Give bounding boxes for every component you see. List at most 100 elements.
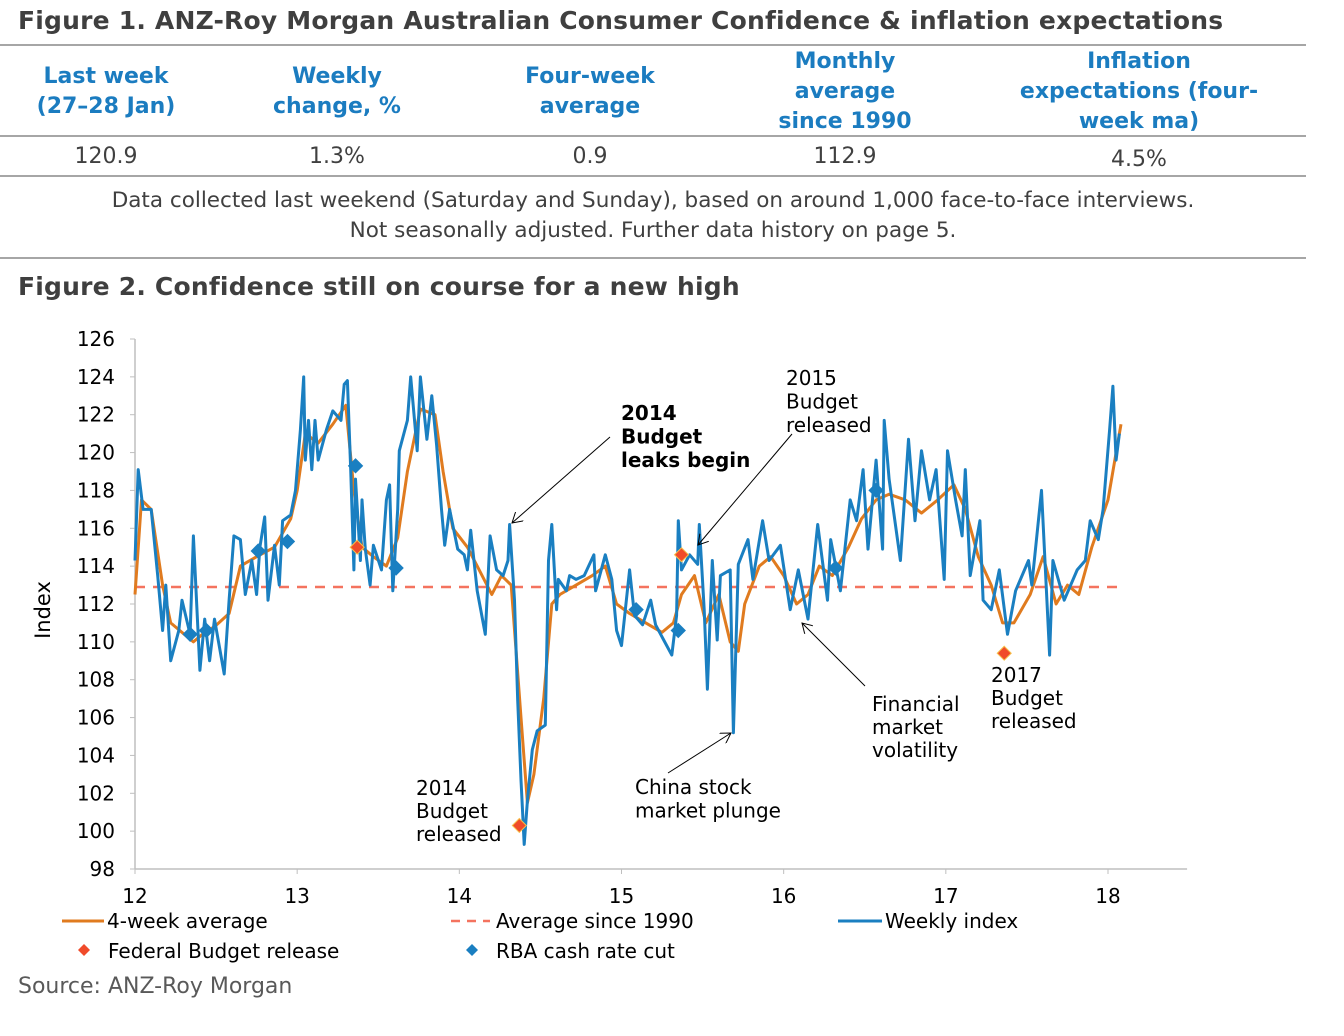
legend-label: Weekly index: [885, 909, 1018, 933]
header-line: Four-week: [525, 64, 655, 89]
annotation-financial-volatility: Financial market volatility: [872, 692, 960, 762]
y-tick-label: 116: [77, 516, 115, 540]
annotation-line: released: [991, 709, 1077, 733]
note-line: Data collected last weekend (Saturday an…: [111, 188, 1195, 213]
header-four-week-average: Four-week average: [480, 48, 700, 136]
figure2-title: Figure 2. Confidence still on course for…: [18, 272, 740, 301]
value-weekly-change: 1.3%: [309, 143, 365, 169]
header-line: change, %: [273, 94, 401, 119]
legend-item-federal-budget: Federal Budget release: [78, 939, 339, 963]
rba-cut-marker: [827, 560, 844, 576]
legend-label: Federal Budget release: [108, 939, 339, 963]
annotation-line: volatility: [872, 738, 958, 762]
x-tick-label: 12: [122, 884, 147, 908]
y-tick-label: 124: [77, 365, 115, 389]
annotation-line: Budget: [621, 425, 703, 449]
annotation-line: Budget: [786, 390, 858, 414]
value-monthly-average: 112.9: [813, 143, 877, 169]
annotation-line: market: [872, 715, 943, 739]
annotation-2014-leaks: 2014 Budget leaks begin: [621, 401, 750, 472]
data-note: Data collected last weekend (Saturday an…: [0, 186, 1306, 246]
rba-cut-marker: [868, 482, 884, 499]
y-axis-label: Index: [31, 581, 55, 639]
arrow-china-stock: [667, 733, 731, 774]
rba-cut-marker: [250, 543, 266, 559]
y-tick-label: 104: [77, 743, 115, 767]
four-week-average-line: [133, 403, 1123, 805]
budget-release-marker: [349, 539, 365, 555]
value-inflation-expectations: 4.5%: [1111, 146, 1167, 172]
budget-release-marker: [996, 645, 1012, 661]
legend-item-average-since-1990: Average since 1990: [451, 909, 694, 933]
annotation-line: Financial: [872, 692, 960, 716]
annotation-line: leaks begin: [621, 448, 750, 472]
y-tick-label: 102: [77, 781, 115, 805]
source-note: Source: ANZ-Roy Morgan: [18, 974, 293, 999]
weekly-index-line: [133, 375, 1121, 846]
budget-release-marker: [673, 547, 690, 563]
y-tick-label: 100: [77, 819, 115, 843]
annotation-line: 2015: [786, 366, 837, 390]
x-tick-label: 16: [771, 884, 796, 908]
annotation-line: China stock: [635, 775, 752, 799]
annotation-line: market plunge: [635, 799, 781, 823]
rba-cut-marker: [182, 626, 198, 642]
header-line: Inflation: [1087, 49, 1191, 74]
header-monthly-average: Monthly average since 1990: [735, 48, 955, 136]
header-line: (27–28 Jan): [36, 94, 176, 119]
arrow-2014-leaks: [512, 436, 611, 523]
legend-item-4-week-average: 4-week average: [62, 909, 268, 933]
legend-item-weekly-index: Weekly index: [838, 909, 1018, 933]
x-tick-label: 13: [284, 884, 309, 908]
annotation-line: 2014: [416, 776, 467, 800]
y-tick-label: 110: [77, 630, 115, 654]
y-tick-label: 120: [77, 441, 115, 465]
value-four-week-average: 0.9: [572, 143, 608, 169]
header-last-week: Last week (27–28 Jan): [0, 48, 212, 136]
header-line: since 1990: [778, 109, 912, 134]
y-tick-label: 118: [77, 478, 115, 502]
divider: [0, 257, 1306, 259]
budget-release-marker: [511, 817, 528, 834]
x-tick-label: 14: [447, 884, 472, 908]
value-last-week: 120.9: [74, 143, 138, 169]
header-line: Weekly: [292, 64, 382, 89]
y-tick-label: 106: [77, 706, 115, 730]
annotation-line: released: [786, 413, 872, 437]
annotation-line: Budget: [416, 799, 488, 823]
x-tick-label: 15: [609, 884, 634, 908]
header-line: Monthly: [794, 49, 896, 74]
header-line: average: [539, 94, 641, 119]
legend-label: RBA cash rate cut: [496, 939, 675, 963]
rba-cut-marker: [347, 458, 364, 474]
annotation-line: 2014: [621, 401, 677, 425]
header-inflation-expectations: Inflation expectations (four-week ma): [990, 48, 1288, 136]
header-line: Last week: [43, 64, 169, 89]
legend: 4-week average Average since 1990 Weekly…: [62, 909, 1018, 963]
y-tick-label: 126: [77, 327, 115, 351]
annotation-line: released: [416, 822, 502, 846]
divider: [0, 175, 1306, 177]
header-line: average: [794, 79, 896, 104]
y-tick-label: 112: [77, 592, 115, 616]
header-weekly-change: Weekly change, %: [232, 48, 442, 136]
annotation-2014-budget: 2014 Budget released: [416, 776, 502, 846]
legend-item-rba-cut: RBA cash rate cut: [466, 939, 675, 963]
header-line: week ma): [1078, 109, 1200, 134]
rba-cut-marker: [198, 622, 215, 639]
annotation-2015-budget: 2015 Budget released: [786, 366, 872, 437]
rba-cut-marker: [628, 601, 644, 618]
annotation-line: 2017: [991, 663, 1042, 687]
legend-swatch: [78, 944, 90, 956]
arrow-2015-budget: [698, 433, 793, 545]
note-line: Not seasonally adjusted. Further data hi…: [349, 218, 957, 243]
divider: [0, 44, 1306, 46]
y-tick-label: 114: [77, 554, 115, 578]
rba-cut-marker: [670, 622, 686, 639]
rba-cut-marker: [388, 560, 404, 576]
